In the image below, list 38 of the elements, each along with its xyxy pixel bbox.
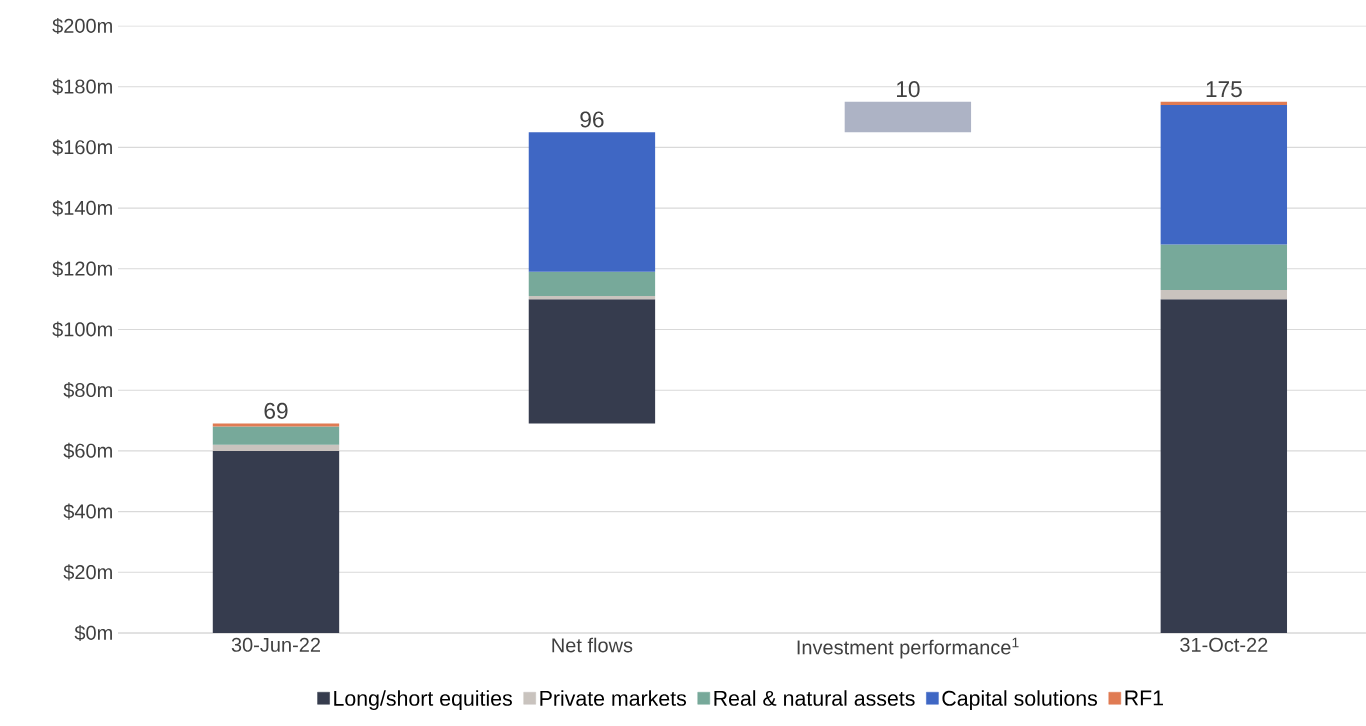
bar [844,101,972,133]
total-label: 175 [1206,81,1242,98]
bar [528,271,656,297]
bar [1160,104,1288,245]
x-tick-label: Investment performance$^{1}$ [797,637,1019,659]
x-tick-label: Net flows [552,637,633,653]
y-tick-label: $120m [52,260,112,277]
bar [212,444,340,451]
y-tick-label: $180m [52,78,112,95]
legend-label: Real & natural assets [714,690,915,706]
y-tick-label: $140m [52,200,112,217]
y-tick-label: $200m [52,17,112,35]
legend-label: Long/short equities [334,690,512,711]
total-label: 96 [580,111,604,128]
y-tick-label: $160m [52,139,112,156]
y-tick-label: $80m [63,382,112,399]
bar [1160,244,1288,291]
bar [1160,299,1288,633]
y-tick-label: $60m [63,442,112,459]
bar [528,132,656,272]
y-tick-label: $100m [52,321,112,338]
bar [212,423,340,427]
x-tick-label: 30-Jun-22 [231,637,320,652]
legend-label: Private markets [540,690,687,706]
y-tick-label: $40m [63,503,112,520]
legend-label: RF1 [1125,690,1163,706]
bar [212,426,340,445]
bar [1160,101,1288,105]
bar [1160,290,1288,300]
legend-label: Capital solutions [942,690,1098,711]
bar [528,299,656,424]
y-tick-label: $20m [63,564,112,581]
bar [528,296,656,300]
total-label: 10 [897,81,920,98]
total-label: 69 [264,402,288,419]
bar [212,450,340,633]
y-tick-label: $0m [74,624,112,642]
x-tick-label: 31-Oct-22 [1180,637,1268,652]
